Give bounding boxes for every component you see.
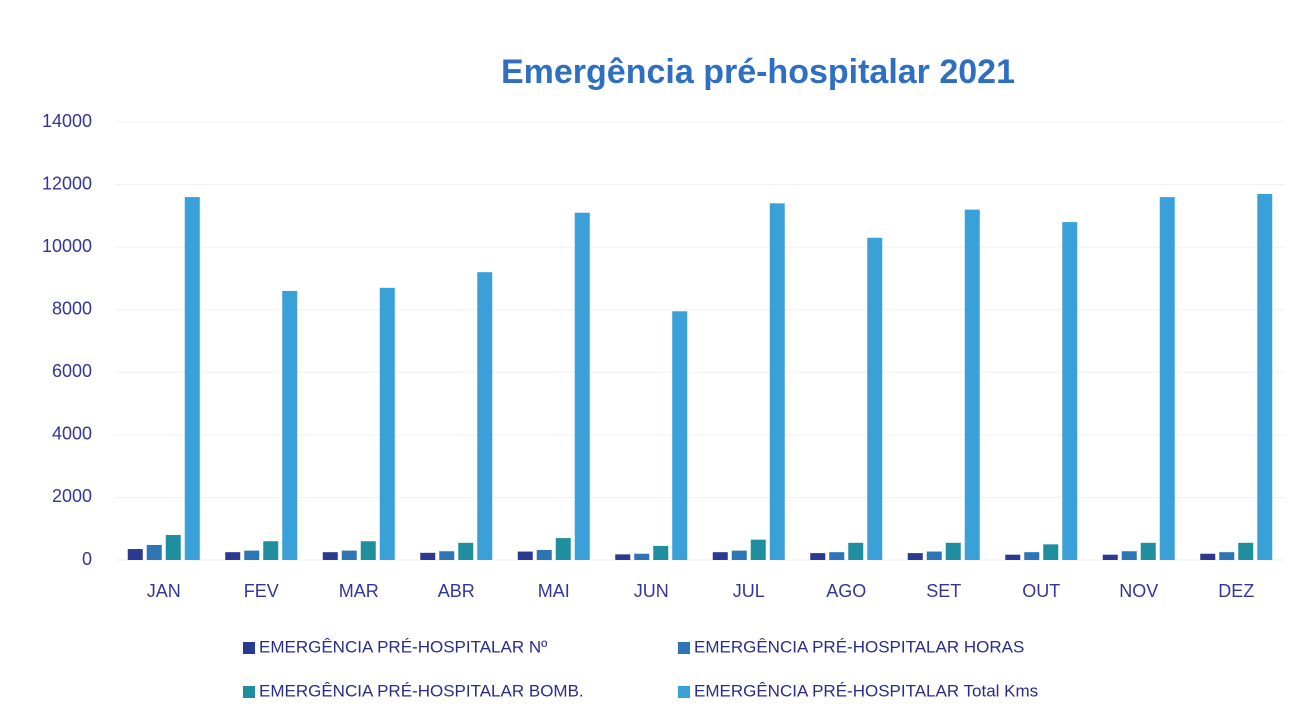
bar [1024, 552, 1040, 560]
bar [653, 545, 669, 560]
bar [615, 554, 631, 560]
bar [420, 552, 436, 560]
bar [769, 203, 785, 561]
x-tick-label: OUT [1022, 581, 1060, 601]
bar [907, 553, 923, 560]
bar [322, 552, 338, 560]
y-tick-label: 12000 [42, 173, 92, 193]
bar [1102, 554, 1118, 560]
bar [1140, 542, 1156, 560]
legend-swatch [243, 642, 255, 654]
bar [1257, 193, 1273, 560]
bar [926, 551, 942, 560]
bar [1200, 553, 1216, 560]
x-tick-label: MAI [538, 581, 570, 601]
legend-label: EMERGÊNCIA PRÉ-HOSPITALAR BOMB. [259, 681, 584, 700]
bar [244, 550, 260, 560]
bar [672, 311, 688, 560]
bar [282, 290, 298, 560]
x-tick-label: JUN [634, 581, 669, 601]
bar [555, 538, 571, 560]
y-tick-label: 10000 [42, 236, 92, 256]
bar [634, 553, 650, 560]
bar [964, 209, 980, 560]
y-tick-label: 0 [82, 549, 92, 569]
bar [225, 552, 241, 560]
bar [810, 553, 826, 560]
bar [517, 551, 533, 560]
legend-swatch [678, 686, 690, 698]
bar [127, 549, 143, 560]
bar [184, 197, 200, 561]
bar [867, 237, 883, 560]
bar [1005, 554, 1021, 560]
x-tick-label: NOV [1119, 581, 1158, 601]
bar [1159, 197, 1175, 561]
bar [1043, 544, 1059, 560]
bar [1121, 551, 1137, 560]
legend-label: EMERGÊNCIA PRÉ-HOSPITALAR Nº [259, 637, 547, 656]
bar [458, 542, 474, 560]
bar [263, 541, 279, 560]
x-tick-label: FEV [244, 581, 279, 601]
x-tick-label: AGO [826, 581, 866, 601]
bar [360, 541, 376, 560]
chart-title: Emergência pré-hospitalar 2021 [501, 53, 1015, 91]
bar [477, 272, 493, 560]
bar [1238, 542, 1254, 560]
bar [439, 551, 455, 560]
y-tick-label: 6000 [52, 361, 92, 381]
bar [848, 542, 864, 560]
legend-label: EMERGÊNCIA PRÉ-HOSPITALAR Total Kms [694, 681, 1038, 700]
y-tick-label: 4000 [52, 424, 92, 444]
x-tick-label: JAN [147, 581, 181, 601]
bar [712, 552, 728, 560]
x-tick-label: MAR [339, 581, 379, 601]
x-tick-label: SET [926, 581, 961, 601]
bar [1219, 552, 1235, 560]
bar [731, 550, 747, 560]
y-tick-label: 2000 [52, 486, 92, 506]
legend-label: EMERGÊNCIA PRÉ-HOSPITALAR HORAS [694, 637, 1024, 656]
bar [379, 287, 395, 560]
bar [1062, 222, 1078, 560]
bar [165, 534, 181, 560]
x-tick-label: JUL [733, 581, 765, 601]
x-tick-label: DEZ [1218, 581, 1254, 601]
bar [146, 544, 162, 560]
y-tick-label: 14000 [42, 111, 92, 131]
bar [750, 539, 766, 560]
bar [945, 542, 961, 560]
legend-swatch [678, 642, 690, 654]
bar [829, 552, 845, 560]
bar [536, 549, 552, 560]
legend-swatch [243, 686, 255, 698]
bar [574, 212, 590, 560]
y-tick-label: 8000 [52, 298, 92, 318]
x-tick-label: ABR [438, 581, 475, 601]
bar [341, 550, 357, 560]
